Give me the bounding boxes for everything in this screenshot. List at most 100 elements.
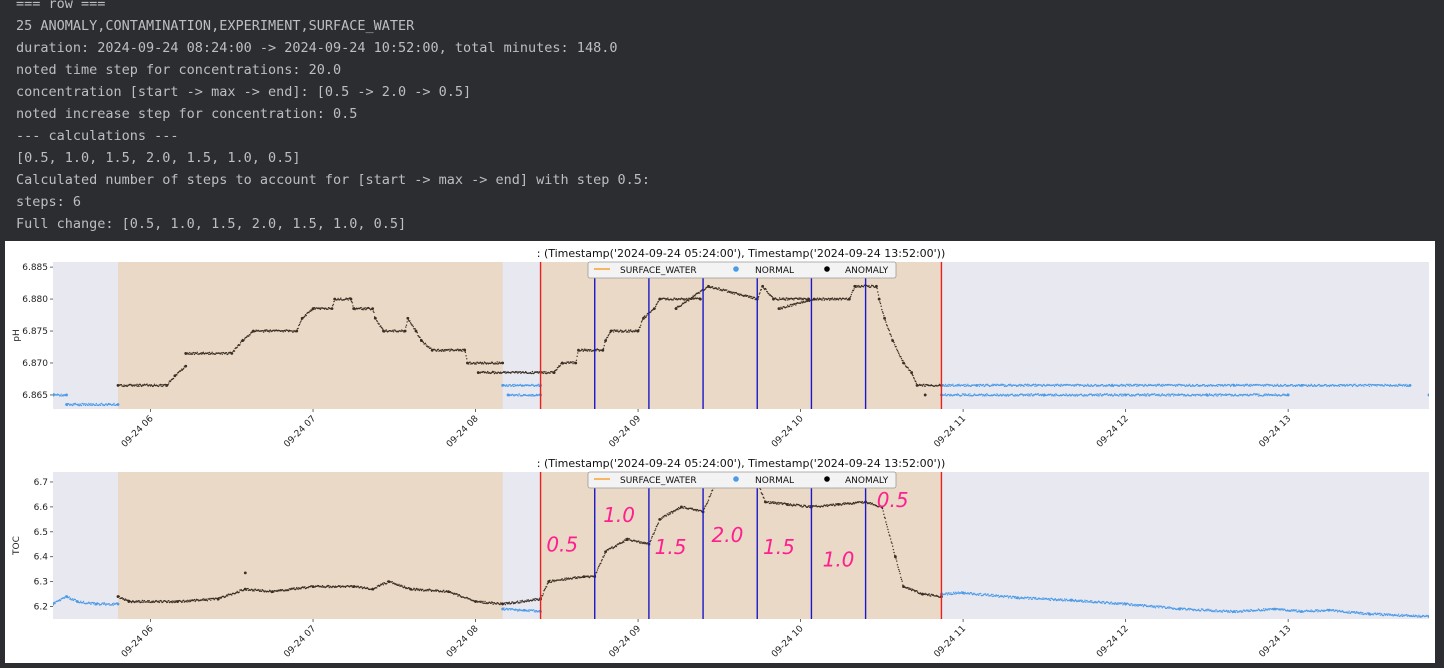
series-trace-dot xyxy=(1070,600,1072,602)
series-trace-dot xyxy=(674,510,677,512)
series-trace-dot xyxy=(530,393,532,396)
series-trace-dot xyxy=(764,288,766,291)
series-trace-dot xyxy=(189,600,192,603)
series-trace-dot xyxy=(1011,597,1013,599)
series-trace-dot xyxy=(612,331,615,333)
series-trace-dot xyxy=(894,556,897,558)
series-trace-dot xyxy=(422,588,424,591)
series-trace-dot xyxy=(887,531,890,534)
series-trace-dot xyxy=(1185,385,1187,387)
series-trace-dot xyxy=(760,492,763,494)
series-trace-dot xyxy=(1128,603,1130,605)
series-trace-dot xyxy=(1397,614,1399,617)
series-trace-dot xyxy=(938,383,941,386)
series-trace-dot xyxy=(353,307,356,309)
series-trace-dot xyxy=(1157,605,1159,607)
series-trace-dot xyxy=(1003,383,1005,386)
series-trace-dot xyxy=(947,385,949,387)
chart-figure: : (Timestamp('2024-09-24 05:24:00'), Tim… xyxy=(12,247,1429,660)
series-trace-dot xyxy=(1004,384,1006,386)
series-trace-dot xyxy=(695,510,698,512)
series-trace-dot xyxy=(495,362,498,365)
series-trace-dot xyxy=(531,395,533,397)
series-trace-dot xyxy=(1035,385,1037,387)
series-trace-dot xyxy=(188,601,190,603)
series-trace-dot xyxy=(603,344,605,347)
series-trace-dot xyxy=(1340,384,1343,386)
series-trace-dot xyxy=(1141,604,1144,606)
series-trace-dot xyxy=(520,601,522,604)
series-trace-dot xyxy=(1120,393,1122,395)
series-trace-dot xyxy=(1127,384,1130,387)
series-trace-dot xyxy=(430,347,432,349)
series-trace-dot xyxy=(491,371,493,374)
series-trace-dot xyxy=(1072,384,1075,386)
series-trace-dot xyxy=(550,581,553,583)
series-trace-dot xyxy=(1189,384,1191,386)
series-trace-dot xyxy=(1059,385,1062,387)
series-trace-dot xyxy=(762,286,765,288)
series-trace-dot xyxy=(1242,611,1244,613)
series-trace-dot xyxy=(363,308,365,311)
series-trace-dot xyxy=(1310,609,1312,611)
series-trace-dot xyxy=(1082,384,1084,386)
series-trace-dot xyxy=(1145,395,1148,397)
series-trace-dot xyxy=(656,303,658,305)
series-trace-dot xyxy=(833,297,836,299)
series-trace-dot xyxy=(1118,395,1120,397)
series-trace-dot xyxy=(587,349,590,351)
series-trace-dot xyxy=(703,507,706,509)
series-trace-dot xyxy=(153,383,156,385)
series-trace-dot xyxy=(191,353,194,355)
series-trace-dot xyxy=(652,533,655,535)
series-trace-dot xyxy=(995,384,997,387)
series-trace-dot xyxy=(1277,384,1279,386)
series-trace-dot xyxy=(459,348,462,351)
series-trace-dot xyxy=(224,595,227,598)
series-trace-dot xyxy=(496,372,498,375)
series-trace-dot xyxy=(1084,599,1086,601)
series-trace-dot xyxy=(534,610,536,612)
series-trace-dot xyxy=(1087,384,1090,386)
series-trace-dot xyxy=(1122,604,1124,606)
series-trace-dot xyxy=(508,602,510,605)
series-trace-dot xyxy=(1338,384,1340,386)
series-trace-dot xyxy=(319,308,322,311)
series-trace-dot xyxy=(809,505,811,507)
series-trace-dot xyxy=(1055,383,1057,386)
series-trace-dot xyxy=(66,595,68,598)
series-trace-dot xyxy=(1047,597,1050,600)
series-trace-dot xyxy=(171,601,173,604)
series-trace-dot xyxy=(1150,604,1153,607)
series-trace-dot xyxy=(547,580,550,583)
series-trace-dot xyxy=(627,329,630,331)
series-trace-dot xyxy=(1110,601,1113,603)
series-trace-dot xyxy=(1160,394,1163,396)
series-trace-dot xyxy=(898,352,900,355)
series-trace-dot xyxy=(292,331,295,333)
series-trace-dot xyxy=(1198,608,1200,610)
series-trace-dot xyxy=(1226,610,1228,612)
series-trace-dot xyxy=(1094,601,1096,604)
series-trace-dot xyxy=(732,291,735,294)
series-trace-dot xyxy=(1086,599,1088,602)
series-trace-dot xyxy=(533,611,536,613)
series-trace-dot xyxy=(795,505,797,507)
series-trace-dot xyxy=(355,586,358,588)
series-trace-dot xyxy=(685,301,687,303)
series-trace-dot xyxy=(168,599,170,602)
series-trace-dot xyxy=(1081,599,1083,602)
series-trace-dot xyxy=(1182,393,1184,396)
series-trace-dot xyxy=(1389,384,1392,386)
series-trace-dot xyxy=(1156,383,1159,386)
series-trace-dot xyxy=(1099,393,1102,395)
series-trace-dot xyxy=(203,599,205,602)
series-trace-dot xyxy=(894,554,896,556)
series-trace-dot xyxy=(609,331,612,334)
series-trace-dot xyxy=(101,402,103,405)
series-trace-dot xyxy=(396,583,398,586)
series-trace-dot xyxy=(350,297,352,300)
series-trace-dot xyxy=(1227,610,1230,612)
console-line: Full change: [0.5, 1.0, 1.5, 2.0, 1.5, 1… xyxy=(16,216,407,232)
series-trace-dot xyxy=(268,329,270,332)
